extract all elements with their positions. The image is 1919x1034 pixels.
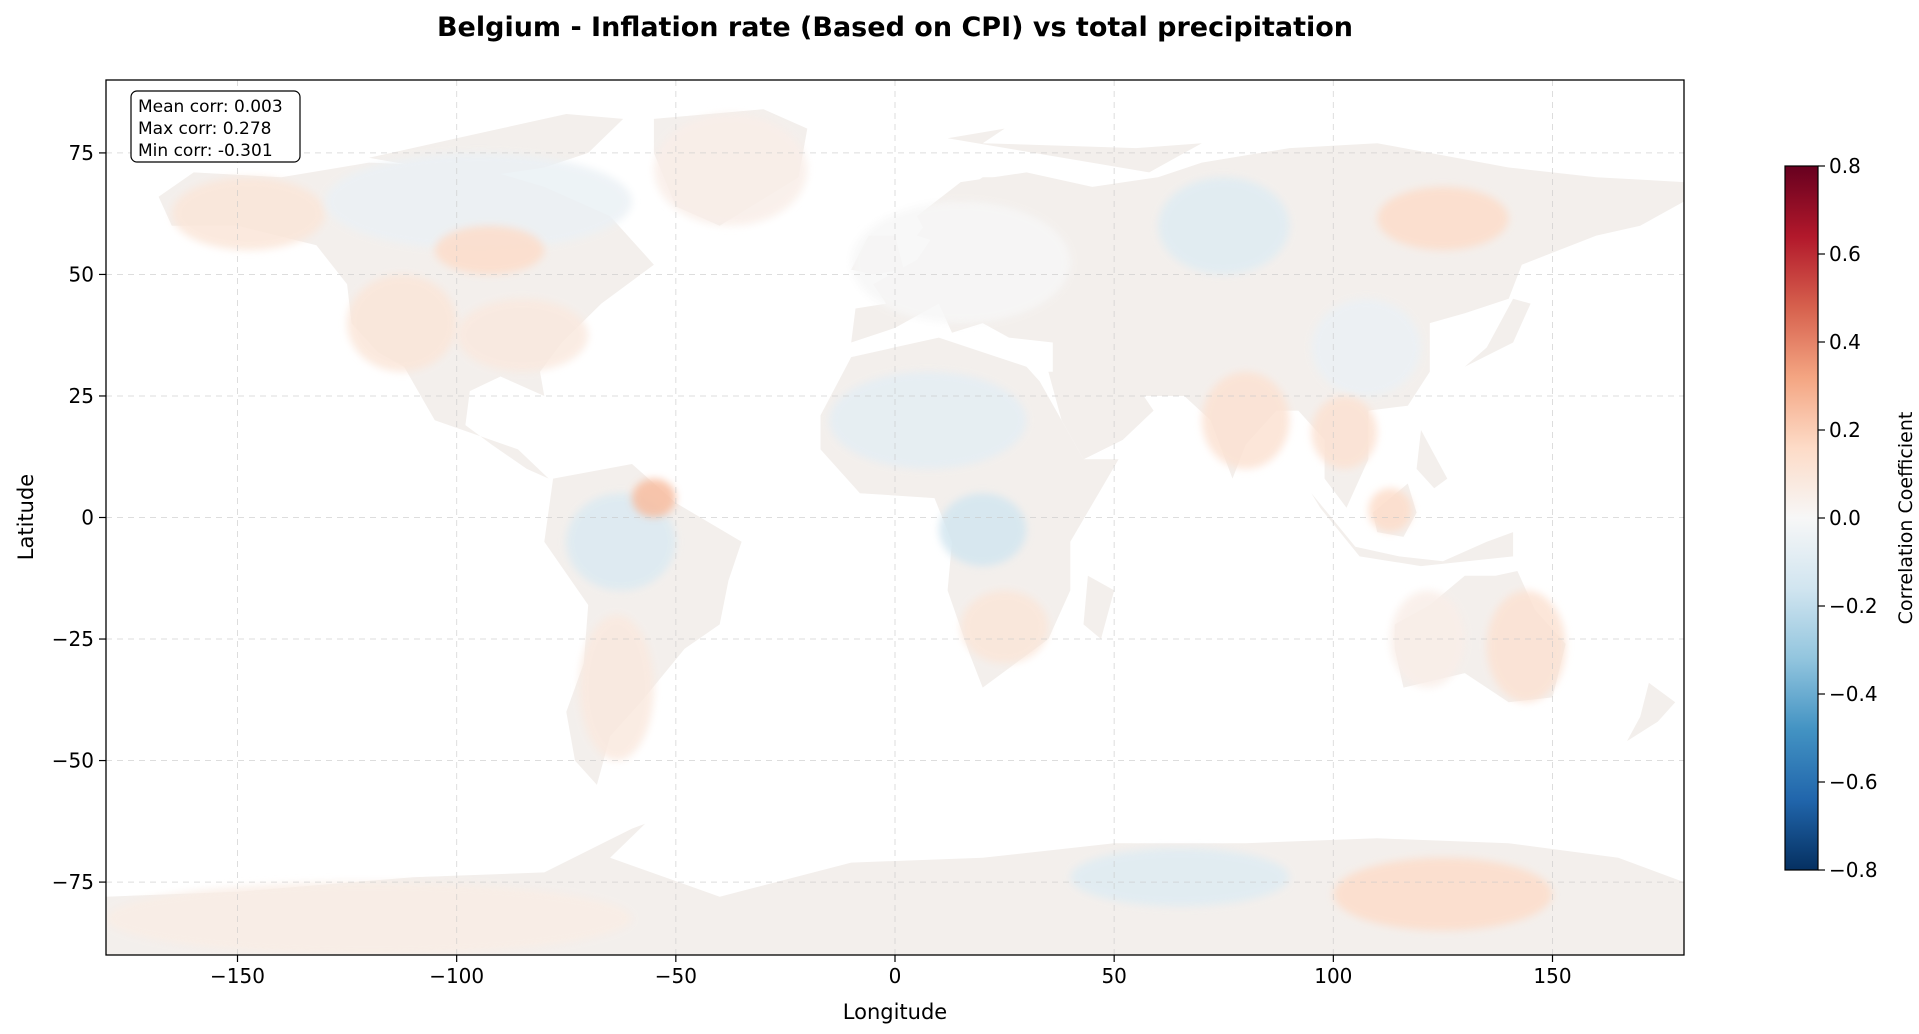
x-tick-label: 100 (1314, 964, 1352, 988)
stats-box-frame (130, 90, 301, 163)
region-northern-canada (325, 152, 632, 251)
stats-min: Min corr: -0.301 (138, 141, 273, 161)
y-axis-ticks: 75 50 25 0 −25 −50 −75 (52, 141, 106, 894)
region-europe (851, 201, 1071, 324)
x-axis-ticks: −150 −100 −50 0 50 100 150 (210, 955, 1572, 988)
x-tick-label: −100 (429, 964, 484, 988)
x-tick-label: −50 (655, 964, 697, 988)
stats-mean: Mean corr: 0.003 (138, 97, 283, 117)
region-southeast-asia (1311, 395, 1378, 469)
y-tick-label: 0 (81, 506, 94, 530)
region-east-antarctica (1333, 857, 1553, 931)
region-southern-africa (960, 590, 1049, 664)
colorbar-tick-label: −0.6 (1829, 770, 1878, 794)
region-sahara (829, 371, 1027, 469)
y-axis-label: Latitude (14, 474, 38, 560)
colorbar: 0.8 0.6 0.4 0.2 0.0 −0.2 −0.4 −0.6 −0.8 Correlat… (1784, 154, 1917, 882)
colorbar-ticks: 0.8 0.6 0.4 0.2 0.0 −0.2 −0.4 −0.6 −0.8 (1818, 154, 1878, 882)
land-arabia (1048, 371, 1154, 460)
x-tick-label: 50 (1101, 964, 1126, 988)
region-guiana-coast (632, 478, 676, 518)
colorbar-tick-label: 0.0 (1829, 506, 1861, 530)
region-eastern-australia (1486, 590, 1566, 703)
colorbar-tick-label: −0.8 (1829, 858, 1878, 882)
region-southern-south-america (579, 614, 654, 761)
x-tick-label: 0 (889, 964, 902, 988)
y-tick-label: 25 (69, 384, 94, 408)
stats-max: Max corr: 0.278 (138, 119, 271, 139)
region-hudson-bay-region (434, 225, 545, 275)
correlation-regions (106, 113, 1566, 955)
land-philippines (1416, 430, 1448, 489)
region-west-antarctica (106, 882, 632, 955)
stats-box: Mean corr: 0.003 Max corr: 0.278 Min cor… (130, 90, 301, 163)
land-japan (1464, 298, 1531, 367)
region-china (1311, 298, 1421, 396)
x-tick-label: −150 (210, 964, 265, 988)
region-central-africa (938, 493, 1027, 567)
y-tick-label: 75 (69, 141, 94, 165)
region-eastern-siberia (1377, 186, 1509, 251)
colorbar-tick-label: −0.2 (1829, 594, 1878, 618)
region-alaska-nw-canada (171, 177, 326, 251)
colorbar-tick-label: −0.4 (1829, 682, 1878, 706)
colorbar-tick-label: 0.8 (1829, 154, 1861, 178)
y-tick-label: −75 (52, 870, 94, 894)
chart-title: Belgium - Inflation rate (Based on CPI) … (437, 12, 1353, 43)
colorbar-tick-label: 0.6 (1829, 242, 1861, 266)
colorbar-tick-label: 0.4 (1829, 330, 1861, 354)
region-antarctic-interior (1070, 848, 1290, 907)
region-western-siberia (1158, 177, 1290, 275)
y-tick-label: −50 (52, 749, 94, 773)
region-borneo (1368, 488, 1413, 533)
land-new-zealand (1627, 682, 1676, 742)
plot-area: −150 −100 −50 0 50 100 150 75 50 25 0 −25 −50 −75 (52, 79, 1685, 988)
grid-lines (106, 80, 1684, 955)
y-tick-label: 50 (69, 262, 94, 286)
colorbar-gradient (1784, 165, 1819, 871)
region-india (1201, 371, 1290, 469)
region-western-us (347, 274, 457, 372)
land-madagascar (1083, 575, 1115, 639)
region-eastern-us (456, 298, 589, 372)
land-svalbard-novaya (947, 128, 1202, 173)
colorbar-tick-label: 0.2 (1829, 418, 1861, 442)
region-greenland (653, 113, 808, 226)
x-tick-label: 150 (1533, 964, 1571, 988)
y-tick-label: −25 (52, 627, 94, 651)
x-axis-label: Longitude (843, 1000, 947, 1024)
colorbar-label: Correlation Coefficient (1895, 412, 1917, 625)
